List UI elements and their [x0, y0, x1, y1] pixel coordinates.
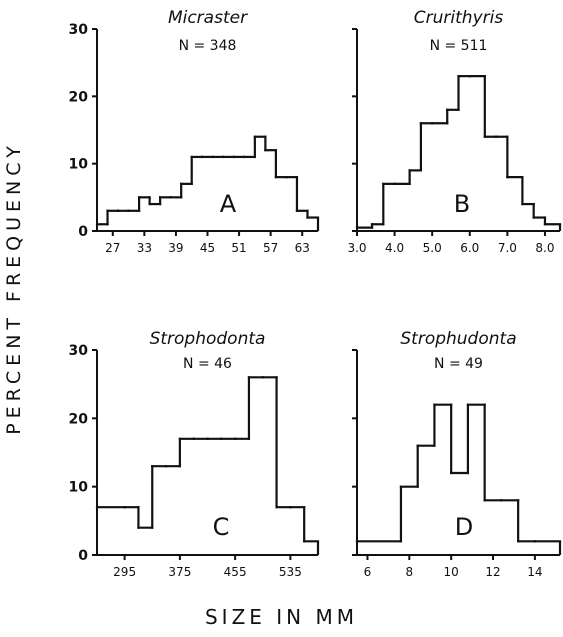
panel-a: 0 10 20 30 27 33 39 45 51 57 63 Micraster N = 348 A [69, 8, 320, 255]
y-tick-label: 30 [69, 22, 89, 38]
x-tick-label: 51 [231, 241, 246, 255]
x-tick-label: 3.0 [347, 241, 366, 255]
y-tick-label: 30 [69, 343, 89, 359]
panel-sample-size: N = 348 [179, 38, 237, 54]
x-tick-label: 4.0 [385, 241, 404, 255]
x-tick-label: 27 [105, 241, 120, 255]
x-tick-label: 10 [444, 565, 459, 579]
y-tick-label: 10 [69, 480, 89, 496]
panel-sample-size: N = 46 [183, 356, 232, 372]
panel-c: 0 10 20 30 295 375 455 535 Strophodonta N = 46 C [69, 329, 320, 579]
x-tick-label: 12 [485, 565, 500, 579]
panel-letter: B [454, 190, 470, 218]
panel-d: 6 8 10 12 14 Strophudonta N = 49 D [352, 329, 562, 579]
panel-letter: D [455, 513, 473, 541]
y-tick-label: 10 [69, 157, 89, 173]
x-tick-label: 14 [527, 565, 542, 579]
x-tick-label: 7.0 [498, 241, 517, 255]
y-axis-label: PERCENT FREQUENCY [3, 141, 25, 435]
panel-sample-size: N = 49 [434, 356, 483, 372]
x-tick-label: 295 [113, 565, 136, 579]
y-tick-label: 0 [78, 548, 88, 564]
panel-sample-size: N = 511 [430, 38, 488, 54]
panel-title: Strophodonta [150, 329, 266, 349]
x-tick-label: 63 [295, 241, 310, 255]
x-tick-label: 535 [279, 565, 302, 579]
x-tick-label: 8 [405, 565, 413, 579]
panel-title: Crurithyris [414, 8, 504, 28]
y-tick-label: 0 [78, 224, 88, 240]
x-tick-label: 455 [224, 565, 247, 579]
x-tick-label: 39 [168, 241, 183, 255]
y-axis-label-text: PERCENT FREQUENCY [3, 141, 25, 435]
y-tick-label: 20 [69, 411, 89, 427]
x-tick-label: 375 [168, 565, 191, 579]
x-axis-label: SIZE IN MM [204, 605, 359, 629]
x-tick-label: 5.0 [423, 241, 442, 255]
panel-letter: A [220, 190, 237, 218]
x-tick-label: 6.0 [460, 241, 479, 255]
x-tick-label: 57 [263, 241, 278, 255]
panel-title: Micraster [168, 8, 248, 28]
x-tick-label: 45 [200, 241, 215, 255]
panel-b: 3.0 4.0 5.0 6.0 7.0 8.0 Crurithyris N = 511 B [347, 8, 562, 255]
panel-title: Strophudonta [400, 329, 516, 349]
panel-letter: C [213, 513, 230, 541]
y-tick-label: 20 [69, 89, 89, 105]
x-tick-label: 8.0 [535, 241, 554, 255]
x-tick-label: 6 [364, 565, 372, 579]
x-tick-label: 33 [137, 241, 152, 255]
